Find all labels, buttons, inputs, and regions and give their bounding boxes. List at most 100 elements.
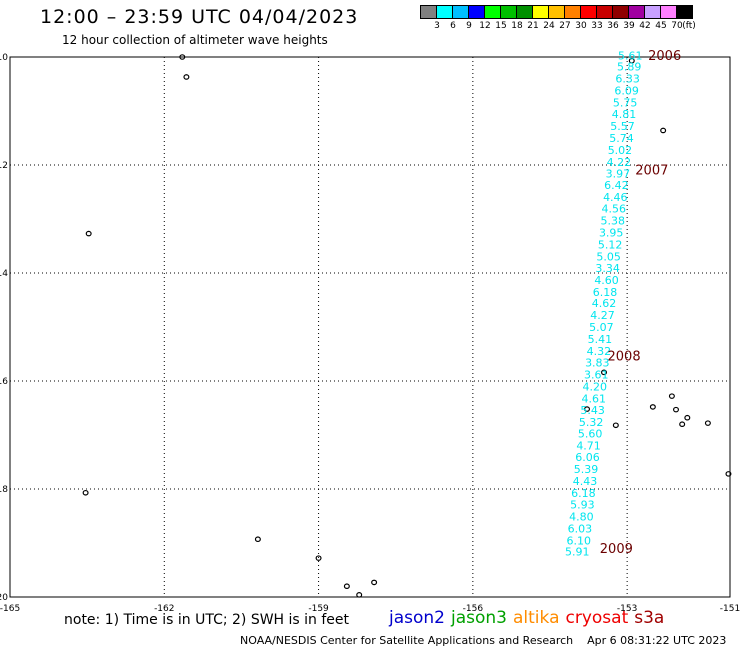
colorbar-tick-label: 30: [575, 21, 587, 31]
swh-value: 5.12: [598, 238, 623, 251]
island-outline: [254, 536, 261, 543]
colorbar-swatch: [436, 5, 453, 19]
swh-value: 4.46: [603, 191, 628, 204]
wave-height-colorbar: [420, 5, 693, 19]
swh-value: 4.71: [576, 439, 601, 452]
lon-tick-label: -151: [720, 604, 740, 614]
colorbar-unit: (ft): [682, 21, 696, 31]
island-outline: [315, 555, 322, 561]
colorbar-swatch: [676, 5, 693, 19]
swh-value: 5.07: [589, 321, 614, 334]
swh-value: 4.43: [573, 475, 598, 488]
colorbar-tick-label: 15: [495, 21, 507, 31]
swh-value: 4.32: [587, 345, 612, 358]
colorbar-swatch: [484, 5, 501, 19]
colorbar-swatch: [612, 5, 629, 19]
colorbar-swatch: [468, 5, 485, 19]
swh-value: 4.27: [590, 309, 615, 322]
swh-value: 5.43: [580, 404, 605, 417]
lon-tick-label: -159: [308, 604, 329, 614]
swh-value: 5.89: [617, 61, 642, 74]
satellite-legend-item: jason3: [451, 608, 507, 628]
swh-value: 6.10: [567, 534, 592, 547]
colorbar-tick-label: 39: [623, 21, 635, 31]
colorbar-tick-label: 45: [655, 21, 667, 31]
satellite-legend: jason2 jason3 altika cryosat s3a: [389, 608, 670, 628]
island-outline: [660, 127, 667, 134]
swh-value: 5.41: [588, 333, 613, 346]
swh-value: 4.56: [602, 203, 627, 216]
colorbar-swatch: [596, 5, 613, 19]
colorbar-tick-label: 24: [543, 21, 555, 31]
colorbar-tick-label: 9: [466, 21, 472, 31]
swh-value: 5.60: [578, 427, 603, 440]
colorbar-swatch: [452, 5, 469, 19]
island-outline: [725, 471, 732, 477]
swh-value: 5.02: [608, 144, 633, 157]
island-outline: [672, 406, 679, 413]
credit-text: NOAA/NESDIS Center for Satellite Applica…: [240, 634, 574, 647]
lat-tick-label: -12: [0, 161, 8, 171]
swh-value: 4.61: [581, 392, 606, 405]
colorbar-tick-label: 36: [607, 21, 619, 31]
swh-value: 5.93: [570, 499, 595, 512]
swh-value: 6.03: [568, 522, 593, 535]
island-outline: [612, 422, 619, 429]
island-outline: [183, 74, 190, 80]
colorbar-tick-label: 18: [511, 21, 523, 31]
island-outline: [82, 489, 89, 496]
lat-tick-label: -10: [0, 53, 8, 63]
hour-label: 2007: [635, 163, 668, 178]
swh-value: 6.06: [575, 451, 600, 464]
colorbar-labels: 3 6 9 12 15 18 21 24 27 30 33 36 39 42 45 70 (ft): [421, 21, 740, 33]
island-outline: [343, 583, 350, 590]
colorbar-tick-label: 6: [450, 21, 456, 31]
island-outline: [600, 369, 607, 376]
swh-value: 5.39: [574, 463, 599, 476]
graticule: -165 -162 -159 -156 -153 -151 -10 -12 -14 -16 -18 -…: [0, 53, 740, 614]
island-outline: [85, 230, 92, 237]
swh-value: 6.18: [571, 487, 596, 500]
colorbar-swatch: [500, 5, 517, 19]
island-outline: [179, 54, 186, 60]
swh-value: 3.95: [599, 227, 624, 240]
hour-label: 2009: [600, 542, 633, 557]
swh-value: 4.80: [569, 511, 594, 524]
swh-value: 5.74: [609, 132, 634, 145]
colorbar-swatch: [548, 5, 565, 19]
island-outline: [628, 57, 635, 64]
lon-tick-label: -165: [0, 604, 20, 614]
generated-timestamp: Apr 6 08:31:22 UTC 2023: [587, 634, 727, 647]
swh-value: 4.81: [612, 108, 637, 121]
island-outline: [371, 579, 378, 586]
island-outline: [684, 414, 691, 421]
swh-value: 5.32: [579, 416, 604, 429]
colorbar-swatch: [420, 5, 437, 19]
swh-value: 5.61: [618, 49, 643, 62]
swh-value: 5.75: [613, 96, 638, 109]
swh-value: 3.83: [585, 357, 610, 370]
swh-value: 6.18: [593, 286, 618, 299]
swh-value: 5.38: [600, 215, 625, 228]
lat-tick-label: -16: [0, 377, 8, 387]
hour-labels: 2006 2007 2008 2009: [600, 49, 681, 557]
swh-value: 4.22: [607, 156, 632, 169]
map-subtitle: 12 hour collection of altimeter wave hei…: [62, 33, 328, 47]
island-outline: [679, 421, 686, 428]
island-outline: [668, 393, 675, 399]
hour-label: 2008: [608, 350, 641, 365]
colorbar-tick-label: 70: [671, 21, 683, 31]
satellite-legend-item: cryosat: [565, 608, 629, 628]
map-title: 12:00 – 23:59 UTC 04/04/2023: [40, 6, 359, 28]
colorbar-swatch: [532, 5, 549, 19]
footer-note: note: 1) Time is in UTC; 2) SWH is in fe…: [64, 612, 350, 628]
swh-value: 6.09: [614, 84, 639, 97]
lon-tick-label: -162: [154, 604, 174, 614]
lat-tick-label: -14: [0, 269, 8, 279]
colorbar-tick-label: 27: [559, 21, 571, 31]
colorbar-swatch: [660, 5, 677, 19]
lat-tick-label: -20: [0, 593, 8, 603]
colorbar-tick-label: 21: [527, 21, 539, 31]
swh-value: 3.97: [606, 168, 631, 181]
